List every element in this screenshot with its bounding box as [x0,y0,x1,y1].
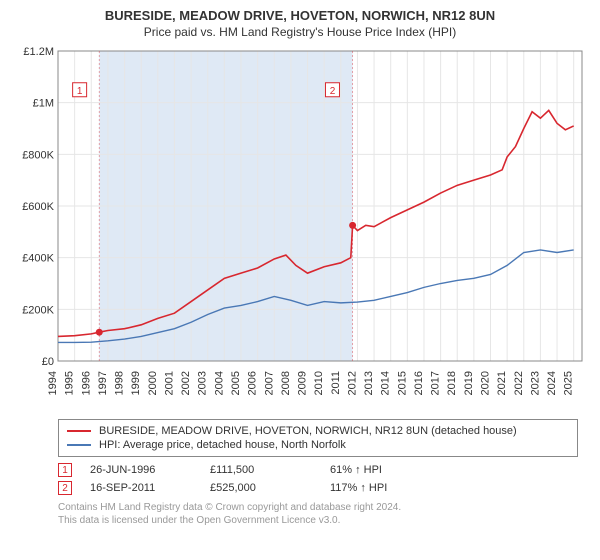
marker-hpi-1: 61% ↑ HPI [330,464,450,476]
marker-date-1: 26-JUN-1996 [90,464,210,476]
legend: BURESIDE, MEADOW DRIVE, HOVETON, NORWICH… [58,419,578,457]
svg-text:2007: 2007 [263,371,275,395]
marker-num-2: 2 [62,483,68,494]
svg-text:1998: 1998 [114,371,126,395]
svg-text:2001: 2001 [163,371,175,395]
svg-text:2012: 2012 [346,371,358,395]
footer-line-2: This data is licensed under the Open Gov… [58,514,586,527]
footer-text: Contains HM Land Registry data © Crown c… [58,501,586,527]
chart-subtitle: Price paid vs. HM Land Registry's House … [14,25,586,39]
legend-item-2: HPI: Average price, detached house, Nort… [67,438,569,452]
svg-text:2003: 2003 [197,371,209,395]
svg-text:2021: 2021 [496,371,508,395]
svg-text:2018: 2018 [446,371,458,395]
svg-text:2006: 2006 [247,371,259,395]
svg-text:2019: 2019 [463,371,475,395]
chart: £0 £200K £400K £600K £800K £1M £1.2M 1994 1995 19… [14,45,586,413]
svg-text:2022: 2022 [513,371,525,395]
svg-text:2015: 2015 [396,371,408,395]
svg-text:2011: 2011 [330,371,342,395]
svg-text:1997: 1997 [97,371,109,395]
marker-row-2: 2 16-SEP-2011 £525,000 117% ↑ HPI [58,481,586,495]
svg-text:2010: 2010 [313,371,325,395]
svg-text:1: 1 [77,86,83,97]
svg-text:2000: 2000 [147,371,159,395]
svg-text:2016: 2016 [413,371,425,395]
marker-table: 1 26-JUN-1996 £111,500 61% ↑ HPI 2 16-SE… [58,463,586,495]
svg-text:2023: 2023 [529,371,541,395]
svg-text:2025: 2025 [563,371,575,395]
svg-text:1994: 1994 [47,371,59,395]
svg-text:£1M: £1M [33,98,54,110]
marker-date-2: 16-SEP-2011 [90,482,210,494]
svg-text:£0: £0 [42,356,54,368]
svg-text:2008: 2008 [280,371,292,395]
svg-text:2: 2 [330,86,336,97]
svg-text:2024: 2024 [546,371,558,395]
svg-text:£800K: £800K [22,149,54,161]
svg-text:£200K: £200K [22,304,54,316]
svg-text:1996: 1996 [80,371,92,395]
legend-item-1: BURESIDE, MEADOW DRIVE, HOVETON, NORWICH… [67,424,569,438]
svg-text:2002: 2002 [180,371,192,395]
svg-text:2014: 2014 [380,371,392,395]
marker-num-1: 1 [62,465,68,476]
footer-line-1: Contains HM Land Registry data © Crown c… [58,501,586,514]
marker-hpi-2: 117% ↑ HPI [330,482,450,494]
svg-text:2009: 2009 [297,371,309,395]
svg-text:2004: 2004 [213,371,225,395]
marker-price-2: £525,000 [210,482,330,494]
legend-label-2: HPI: Average price, detached house, Nort… [99,439,346,451]
chart-title: BURESIDE, MEADOW DRIVE, HOVETON, NORWICH… [14,8,586,23]
svg-text:1999: 1999 [130,371,142,395]
svg-text:2013: 2013 [363,371,375,395]
svg-text:£600K: £600K [22,201,54,213]
svg-text:2020: 2020 [480,371,492,395]
svg-text:£400K: £400K [22,253,54,265]
svg-text:1995: 1995 [64,371,76,395]
legend-label-1: BURESIDE, MEADOW DRIVE, HOVETON, NORWICH… [99,425,517,437]
svg-text:2005: 2005 [230,371,242,395]
marker-row-1: 1 26-JUN-1996 £111,500 61% ↑ HPI [58,463,586,477]
svg-text:2017: 2017 [430,371,442,395]
marker-price-1: £111,500 [210,464,330,476]
svg-text:£1.2M: £1.2M [23,46,54,58]
